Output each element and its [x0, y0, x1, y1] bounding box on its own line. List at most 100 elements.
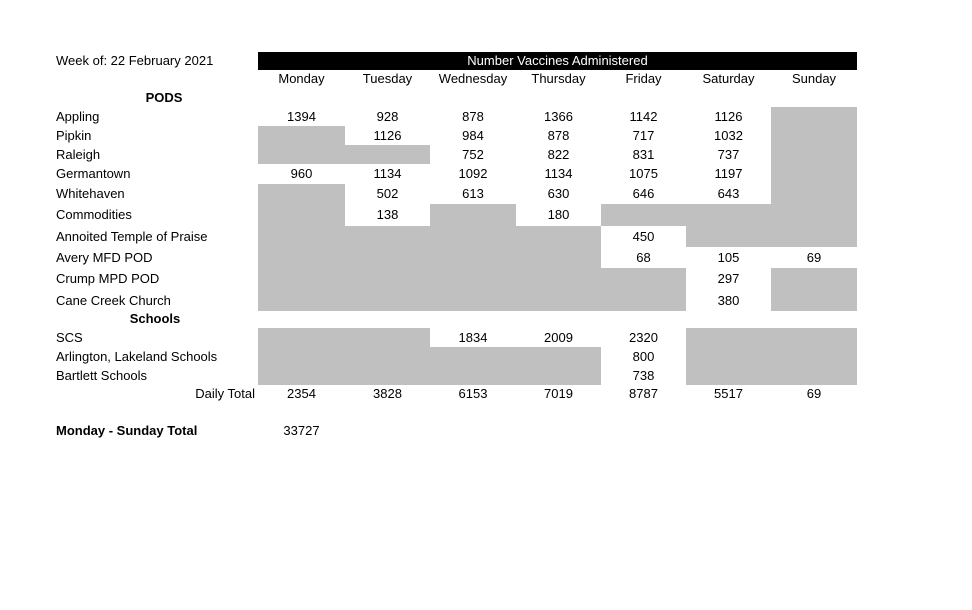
row-label: Avery MFD POD: [56, 249, 153, 265]
cell-value: 1197: [714, 166, 743, 181]
empty-cell: [686, 347, 771, 366]
daily-total: 7019: [544, 386, 573, 401]
daily-total: 69: [806, 386, 822, 401]
cell-value: 138: [376, 207, 399, 222]
day-header: Saturday: [702, 71, 755, 86]
cell-value: 1134: [544, 166, 573, 181]
empty-cell: [516, 268, 601, 290]
day-header: Wednesday: [438, 71, 508, 86]
empty-cell: [771, 366, 857, 385]
empty-cell: [771, 328, 857, 347]
cell-value: 822: [547, 146, 570, 162]
empty-cell: [345, 247, 430, 268]
row-label: Bartlett Schools: [56, 367, 148, 383]
row-label: Cane Creek Church: [56, 292, 171, 308]
empty-cell: [258, 184, 345, 204]
empty-cell: [430, 366, 516, 385]
daily-total: 3828: [373, 386, 402, 401]
empty-cell: [771, 126, 857, 145]
cell-value: 737: [717, 146, 740, 162]
day-header: Sunday: [791, 71, 837, 86]
empty-cell: [516, 366, 601, 385]
row-label: Whitehaven: [56, 186, 125, 201]
empty-cell: [345, 328, 430, 347]
section-title: Schools: [129, 311, 181, 326]
cell-value: 613: [462, 186, 484, 201]
daily-total: 5517: [714, 386, 743, 401]
grand-total-label: Monday - Sunday Total: [56, 423, 198, 438]
cell-value: 630: [547, 186, 570, 201]
empty-cell: [258, 347, 345, 366]
day-header: Friday: [625, 71, 662, 86]
daily-total: 2354: [287, 386, 316, 401]
day-header: Thursday: [531, 71, 586, 86]
cell-value: 738: [632, 367, 655, 383]
row-label: Germantown: [56, 166, 131, 181]
row-label: SCS: [56, 329, 83, 345]
empty-cell: [258, 126, 345, 145]
empty-cell: [601, 204, 686, 226]
empty-cell: [258, 290, 345, 311]
cell-value: 2320: [629, 329, 658, 345]
empty-cell: [516, 226, 601, 247]
empty-cell: [430, 290, 516, 311]
empty-cell: [430, 347, 516, 366]
empty-cell: [430, 268, 516, 290]
daily-total: 6153: [458, 386, 488, 401]
empty-cell: [345, 347, 430, 366]
row-label: Raleigh: [56, 146, 101, 162]
empty-cell: [516, 290, 601, 311]
empty-cell: [686, 366, 771, 385]
cell-value: 1394: [287, 108, 316, 124]
empty-cell: [345, 366, 430, 385]
empty-cell: [771, 290, 857, 311]
row-label: Commodities: [56, 207, 132, 222]
cell-value: 1134: [373, 166, 402, 181]
day-header: Tuesday: [362, 71, 413, 86]
empty-cell: [258, 268, 345, 290]
section-title: PODS: [145, 90, 183, 105]
empty-cell: [258, 145, 345, 164]
empty-cell: [771, 164, 857, 184]
cell-value: 928: [376, 108, 399, 124]
empty-cell: [771, 226, 857, 247]
empty-cell: [771, 204, 857, 226]
empty-cell: [258, 204, 345, 226]
empty-cell: [771, 347, 857, 366]
empty-cell: [345, 145, 430, 164]
empty-cell: [516, 347, 601, 366]
cell-value: 1366: [544, 108, 573, 124]
cell-value: 800: [632, 348, 655, 364]
empty-cell: [771, 145, 857, 164]
cell-value: 1126: [373, 127, 402, 143]
row-label: Appling: [56, 108, 100, 124]
cell-value: 1075: [629, 166, 658, 181]
cell-value: 68: [636, 249, 651, 265]
empty-cell: [430, 226, 516, 247]
row-label: Annoited Temple of Praise: [56, 228, 208, 244]
empty-cell: [345, 268, 430, 290]
empty-cell: [601, 290, 686, 311]
cell-value: 643: [717, 186, 740, 201]
empty-cell: [430, 204, 516, 226]
empty-cell: [258, 328, 345, 347]
cell-value: 878: [462, 108, 484, 124]
cell-value: 297: [717, 271, 740, 286]
row-label: Crump MPD POD: [56, 271, 160, 286]
day-header: Monday: [278, 71, 325, 86]
empty-cell: [258, 366, 345, 385]
empty-cell: [345, 226, 430, 247]
cell-value: 831: [632, 146, 655, 162]
row-label: Pipkin: [56, 127, 92, 143]
cell-value: 69: [806, 249, 822, 265]
table-title: Number Vaccines Administered: [258, 52, 857, 70]
totals-label: Daily Total: [195, 386, 255, 401]
cell-value: 2009: [544, 329, 573, 345]
cell-value: 984: [462, 127, 484, 143]
empty-cell: [258, 247, 345, 268]
row-label: Arlington, Lakeland Schools: [56, 348, 218, 364]
empty-cell: [771, 184, 857, 204]
empty-cell: [686, 226, 771, 247]
cell-value: 960: [290, 166, 313, 181]
